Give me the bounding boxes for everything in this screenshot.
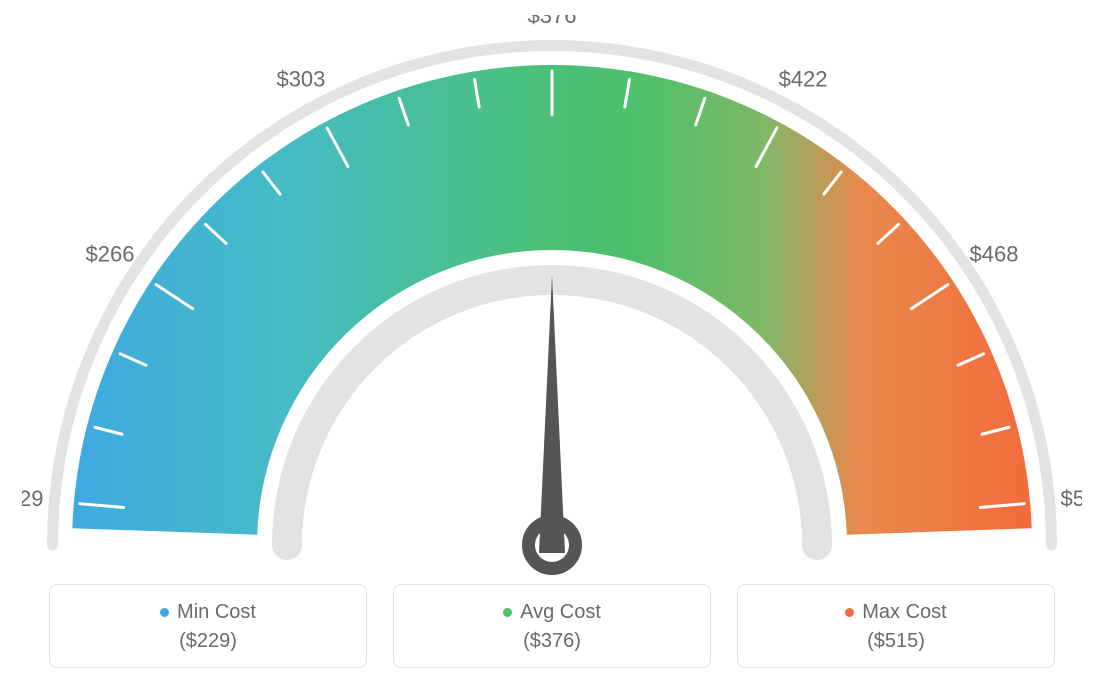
legend-label-max-text: Max Cost — [862, 601, 946, 623]
legend-label-min: Min Cost — [50, 601, 366, 624]
legend-value-avg: ($376) — [394, 630, 710, 653]
svg-text:$468: $468 — [969, 241, 1018, 266]
legend-label-avg: Avg Cost — [394, 601, 710, 624]
legend-label-min-text: Min Cost — [177, 601, 256, 623]
legend-value-min: ($229) — [50, 630, 366, 653]
legend-dot-max — [845, 608, 854, 617]
legend-card-min: Min Cost ($229) — [49, 584, 367, 668]
svg-text:$422: $422 — [779, 66, 828, 91]
legend-dot-avg — [503, 608, 512, 617]
legend-row: Min Cost ($229) Avg Cost ($376) Max Cost… — [0, 584, 1104, 668]
legend-value-max: ($515) — [738, 630, 1054, 653]
legend-label-max: Max Cost — [738, 601, 1054, 624]
legend-card-avg: Avg Cost ($376) — [393, 584, 711, 668]
legend-dot-min — [160, 608, 169, 617]
svg-text:$515: $515 — [1061, 486, 1082, 511]
svg-text:$229: $229 — [22, 486, 43, 511]
legend-label-avg-text: Avg Cost — [520, 601, 601, 623]
svg-text:$266: $266 — [86, 241, 135, 266]
legend-card-max: Max Cost ($515) — [737, 584, 1055, 668]
cost-gauge-chart: $229 $266 $303 $376 $422 $468 $515 — [22, 15, 1082, 575]
svg-text:$303: $303 — [276, 66, 325, 91]
svg-text:$376: $376 — [528, 15, 577, 28]
gauge-svg: $229 $266 $303 $376 $422 $468 $515 — [22, 15, 1082, 575]
